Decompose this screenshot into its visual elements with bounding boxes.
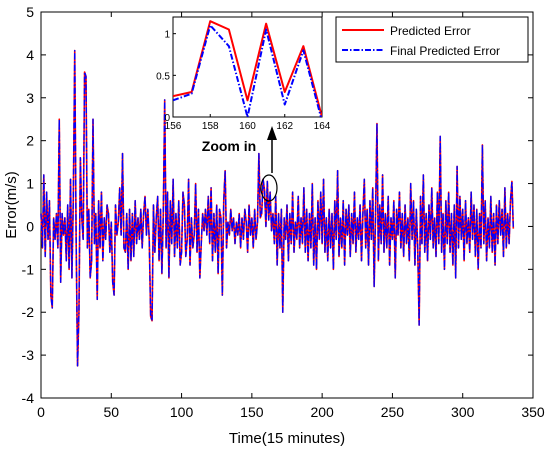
y-tick-label: 4 [26,47,34,63]
inset-line-final-predicted-error [173,24,322,117]
y-tick-label: -1 [22,261,35,277]
y-tick-label: 2 [26,133,34,149]
inset-y-tick-label: 0.5 [156,71,170,82]
inset-y-tick-label: 0 [164,113,170,124]
y-tick-label: 5 [26,4,34,20]
series-line-final-predicted-error [40,49,515,367]
inset-x-tick-label: 160 [239,121,256,132]
y-tick-label: -2 [22,304,35,320]
x-tick-label: 50 [103,404,119,420]
main-series-lines [40,49,515,367]
x-tick-label: 250 [381,404,405,420]
zoom-region-ellipse [260,174,278,202]
y-tick-label: 3 [26,90,34,106]
y-axis-label: Error(m/s) [3,171,20,239]
main-y-axis: -4 -3 -2 -1 0 1 2 3 4 5 [22,4,533,406]
y-tick-label: -4 [22,390,35,406]
legend: Predicted Error Final Predicted Error [335,16,529,63]
inset-line-predicted-error [173,20,322,117]
inset-x-tick-label: 158 [202,121,219,132]
legend-label-final: Final Predicted Error [390,44,500,58]
x-tick-label: 100 [170,404,194,420]
inset-y-tick-label: 1 [164,30,170,41]
zoom-annotation-label: Zoom in [202,138,256,154]
main-x-axis: 0 50 100 150 200 250 300 350 [37,12,545,420]
legend-label-predicted: Predicted Error [390,24,471,38]
y-tick-label: 0 [26,218,34,234]
x-tick-label: 200 [310,404,334,420]
x-axis-label: Time(15 minutes) [229,430,345,447]
inset-axes: 156 158 160 162 164 0 0.5 1 [156,30,331,132]
inset-x-tick-label: 156 [165,121,182,132]
inset-plot-frame [172,16,323,118]
inset-series-lines [173,20,322,117]
x-tick-label: 350 [521,404,545,420]
x-tick-label: 150 [240,404,264,420]
inset-x-tick-label: 164 [314,121,331,132]
y-tick-label: 1 [26,176,34,192]
x-tick-label: 300 [451,404,475,420]
x-tick-label: 0 [37,404,45,420]
inset-x-tick-label: 162 [276,121,293,132]
y-tick-label: -3 [22,347,35,363]
zoom-arrow-head [267,126,277,140]
legend-box [335,16,529,63]
